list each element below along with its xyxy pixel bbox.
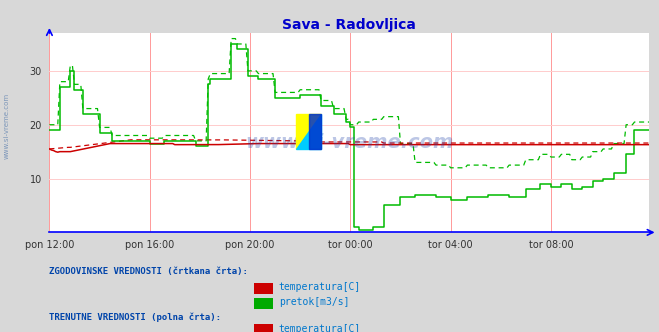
Polygon shape	[296, 114, 321, 149]
Title: Sava - Radovljica: Sava - Radovljica	[282, 18, 416, 32]
Text: www.si-vreme.com: www.si-vreme.com	[245, 133, 453, 152]
Text: ZGODOVINSKE VREDNOSTI (črtkana črta):: ZGODOVINSKE VREDNOSTI (črtkana črta):	[49, 267, 248, 276]
Text: pretok[m3/s]: pretok[m3/s]	[279, 297, 349, 307]
Polygon shape	[296, 114, 321, 149]
Text: temperatura[C]: temperatura[C]	[279, 324, 361, 332]
Text: temperatura[C]: temperatura[C]	[279, 283, 361, 292]
Text: TRENUTNE VREDNOSTI (polna črta):: TRENUTNE VREDNOSTI (polna črta):	[49, 313, 221, 322]
Text: www.si-vreme.com: www.si-vreme.com	[3, 93, 10, 159]
Polygon shape	[308, 114, 321, 149]
